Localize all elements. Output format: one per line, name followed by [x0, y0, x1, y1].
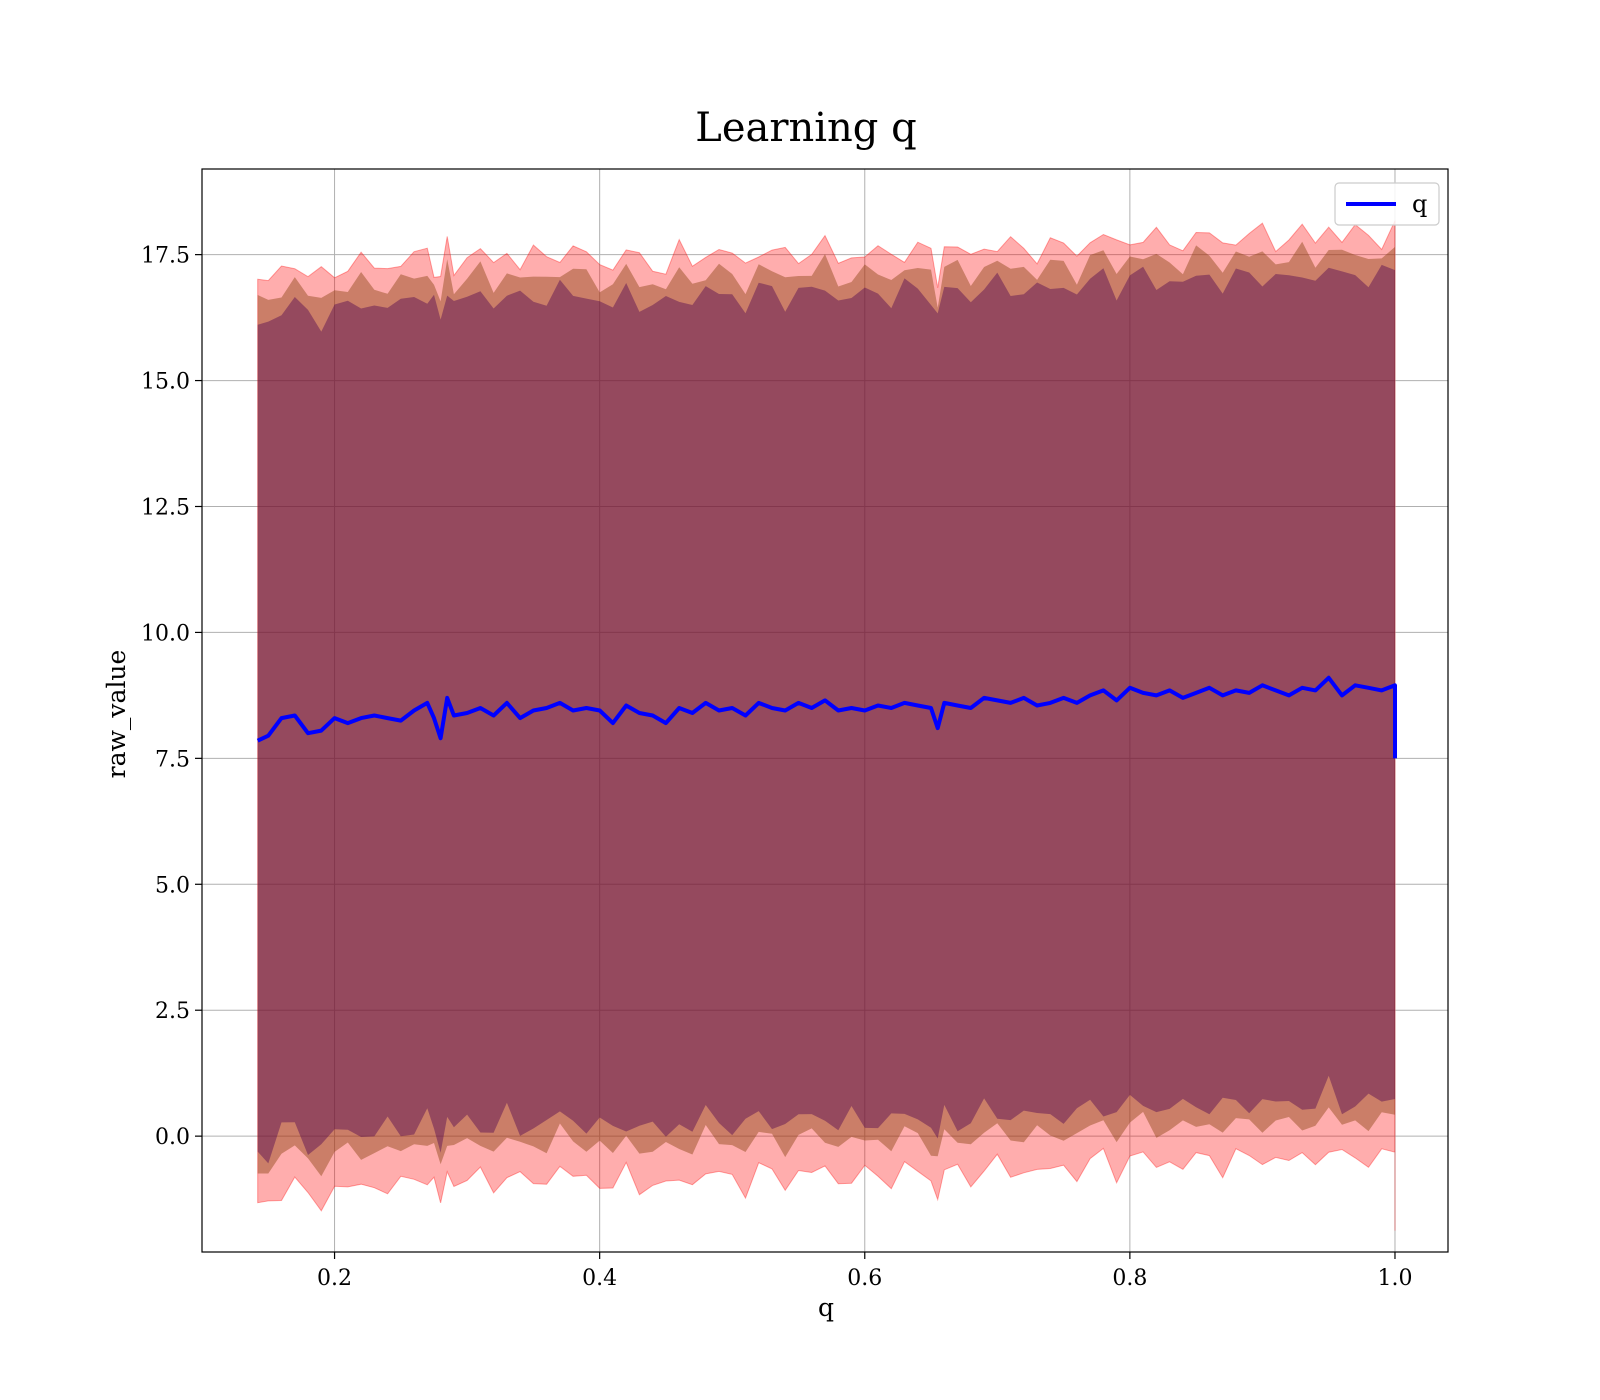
y-tick-label-0: 0.0	[155, 1125, 190, 1150]
x-tick-label-3: 0.8	[1112, 1266, 1147, 1291]
legend: q	[1334, 182, 1440, 226]
chart-title: Learning q	[695, 105, 916, 151]
core-band	[257, 264, 1396, 1179]
y-tick-label-4: 10.0	[141, 621, 190, 646]
y-tick-label-2: 5.0	[155, 873, 190, 898]
plot-area: 0.2 0.4 0.6 0.8 1.0 0.0 2.5 5.0 7.5 10.0 12.5 15.0 1…	[141, 168, 1449, 1291]
x-tick-label-4: 1.0	[1377, 1266, 1412, 1291]
y-tick-label-1: 2.5	[155, 999, 190, 1024]
series-line-q	[256, 675, 1397, 759]
axes-frame	[201, 168, 1449, 1253]
y-tick-label-7: 17.5	[141, 244, 190, 269]
y-tick-label-3: 7.5	[155, 747, 190, 772]
legend-label-q: q	[1412, 190, 1427, 218]
outer-band	[257, 220, 1396, 1231]
x-tick-label-2: 0.6	[847, 1266, 882, 1291]
y-tick-label-5: 12.5	[141, 495, 190, 520]
x-tick-label-1: 0.4	[582, 1266, 617, 1291]
x-axis-label: q	[818, 1293, 834, 1322]
y-axis-label: raw_value	[102, 650, 131, 779]
x-tick-label-0: 0.2	[317, 1266, 352, 1291]
middle-band	[257, 241, 1396, 1206]
y-tick-label-6: 15.0	[141, 370, 190, 395]
